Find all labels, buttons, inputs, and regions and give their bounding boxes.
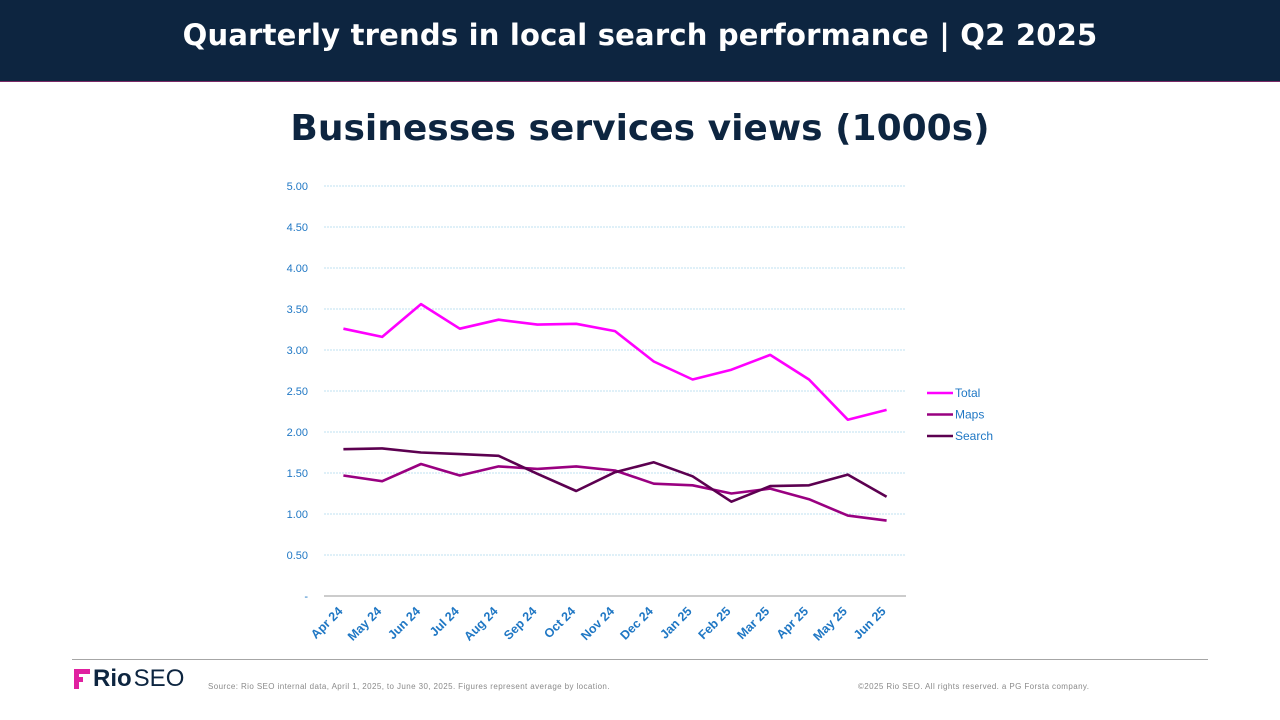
source-note: Source: Rio SEO internal data, April 1, …	[208, 682, 610, 691]
x-tick-label: Jun 25	[851, 604, 889, 642]
y-tick-label: 2.50	[287, 386, 308, 398]
footer-divider	[72, 659, 1208, 660]
y-tick-label: 3.50	[287, 304, 308, 316]
y-tick-label: 4.00	[287, 263, 308, 275]
y-tick-label: 3.00	[287, 345, 308, 357]
x-tick-label: Dec 24	[618, 604, 656, 642]
logo-text-light: SEO	[133, 665, 185, 692]
x-tick-label: Aug 24	[461, 604, 500, 643]
x-tick-label: Feb 25	[696, 604, 734, 642]
legend-label: Search	[955, 429, 993, 443]
legend-label: Maps	[955, 408, 984, 422]
y-tick-label: 0.50	[287, 550, 308, 562]
x-tick-label: Jul 24	[427, 604, 462, 639]
page-title: Quarterly trends in local search perform…	[182, 18, 1098, 52]
y-tick-label: 5.00	[287, 181, 308, 193]
header-bar: Quarterly trends in local search perform…	[0, 0, 1280, 82]
y-tick-label: -	[304, 591, 308, 603]
series-line-maps	[343, 462, 887, 522]
y-tick-label: 1.50	[287, 468, 308, 480]
x-tick-label: Mar 25	[734, 604, 772, 642]
series-line-total	[343, 302, 887, 422]
line-chart: - 0.50 1.00 1.50 2.00 2.50 3.00 3.50 4.00 4.50 5.0…	[287, 181, 993, 644]
y-tick-label: 2.00	[287, 427, 308, 439]
x-tick-label: Nov 24	[578, 604, 617, 643]
legend-label: Total	[955, 386, 980, 400]
series-line-search	[343, 447, 888, 504]
gridlines	[324, 185, 906, 556]
legend: Total Maps Search	[927, 386, 993, 443]
logo-text-bold: Rio	[93, 665, 132, 692]
logo-mark-icon	[74, 667, 90, 691]
x-tick-label: Sep 24	[501, 604, 539, 642]
y-axis-ticks: - 0.50 1.00 1.50 2.00 2.50 3.00 3.50 4.00 4.50 5.0…	[287, 181, 309, 603]
y-tick-label: 1.00	[287, 509, 308, 521]
x-axis-ticks: Apr 24 May 24 Jun 24 Jul 24 Aug 24 Sep 24 Oct …	[308, 604, 889, 643]
y-tick-label: 4.50	[287, 222, 308, 234]
x-tick-label: May 24	[345, 604, 384, 643]
x-tick-label: Apr 25	[774, 604, 811, 641]
copyright-note: ©2025 Rio SEO. All rights reserved. a PG…	[858, 682, 1090, 691]
chart-title: Businesses services views (1000s)	[290, 108, 990, 149]
x-tick-label: Oct 24	[541, 604, 578, 641]
rio-seo-logo: Rio SEO	[74, 665, 185, 692]
x-tick-label: May 25	[811, 604, 850, 643]
x-tick-label: Apr 24	[308, 604, 345, 641]
series-lines	[343, 302, 888, 522]
x-tick-label: Jan 25	[657, 604, 694, 641]
x-tick-label: Jun 24	[385, 604, 423, 642]
